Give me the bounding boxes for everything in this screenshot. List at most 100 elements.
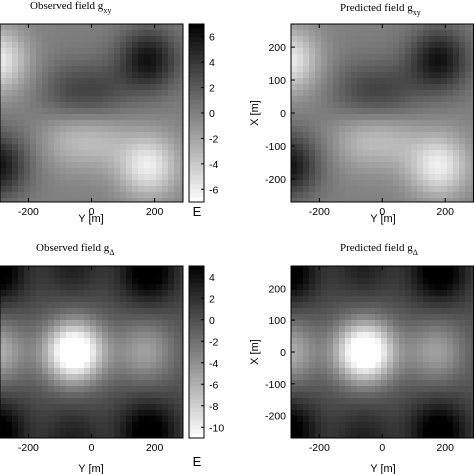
field-cell [162,102,169,109]
field-cell [96,30,103,37]
field-cell [48,344,55,351]
field-cell [303,332,310,339]
field-cell [18,416,25,423]
field-cell [303,168,310,175]
field-cell [84,150,91,157]
field-cell [417,278,424,285]
field-cell [309,278,316,285]
field-cell [471,404,474,411]
field-cell [78,398,85,405]
field-cell [321,410,328,417]
field-cell [24,144,31,151]
field-cell [120,132,127,139]
field-cell [48,410,55,417]
field-cell [333,356,340,363]
field-cell [168,54,175,61]
field-cell [102,150,109,157]
field-cell [339,278,346,285]
field-cell [303,90,310,97]
field-cell [6,290,13,297]
field-cell [102,422,109,429]
field-cell [417,284,424,291]
field-cell [453,356,460,363]
field-cell [405,386,412,393]
field-cell [333,428,340,435]
field-cell [90,162,97,169]
field-cell [150,54,157,61]
field-cell [417,132,424,139]
field-cell [12,392,19,399]
field-cell [174,356,181,363]
field-cell [459,42,466,49]
field-cell [90,24,97,31]
field-cell [447,90,454,97]
field-cell [156,192,163,199]
field-cell [393,410,400,417]
field-cell [138,374,145,381]
field-cell [156,150,163,157]
field-cell [465,174,472,181]
field-cell [120,404,127,411]
field-cell [381,422,388,429]
field-cell [315,144,322,151]
field-cell [48,186,55,193]
field-cell [132,302,139,309]
field-cell [405,102,412,109]
field-cell [387,156,394,163]
field-cell [102,138,109,145]
field-cell [297,344,304,351]
field-cell [381,332,388,339]
field-cell [120,410,127,417]
field-cell [180,120,183,127]
field-cell [24,186,31,193]
field-cell [60,126,67,133]
field-cell [120,356,127,363]
field-cell [0,66,7,73]
field-cell [126,168,133,175]
field-cell [132,344,139,351]
field-cell [114,198,121,202]
field-cell [90,90,97,97]
field-cell [399,362,406,369]
field-cell [72,374,79,381]
field-cell [30,320,37,327]
colorbar-tick-label: -6 [209,184,218,196]
field-cell [393,120,400,127]
field-cell [66,290,73,297]
field-cell [387,296,394,303]
field-cell [369,84,376,91]
field-cell [423,320,430,327]
field-cell [60,66,67,73]
field-cell [405,198,412,202]
field-cell [30,198,37,202]
field-cell [114,272,121,279]
field-cell [429,156,436,163]
field-cell [24,362,31,369]
field-cell [54,102,61,109]
field-cell [144,380,151,387]
field-cell [297,192,304,199]
field-cell [48,422,55,429]
field-cell [48,78,55,85]
field-observed-gdelta [0,266,183,438]
field-cell [471,284,474,291]
field-cell [357,374,364,381]
field-cell [405,398,412,405]
field-cell [429,120,436,127]
field-cell [138,144,145,151]
panel-title-observed-gxy: Observed field gxy [30,0,111,15]
field-cell [168,144,175,151]
field-cell [465,168,472,175]
field-cell [12,66,19,73]
field-cell [387,102,394,109]
field-cell [441,144,448,151]
field-cell [42,108,49,115]
field-cell [339,36,346,43]
field-cell [369,392,376,399]
field-cell [102,84,109,91]
field-cell [405,150,412,157]
field-cell [132,66,139,73]
colorbar-swatch [189,360,204,366]
field-cell [447,102,454,109]
field-cell [465,386,472,393]
